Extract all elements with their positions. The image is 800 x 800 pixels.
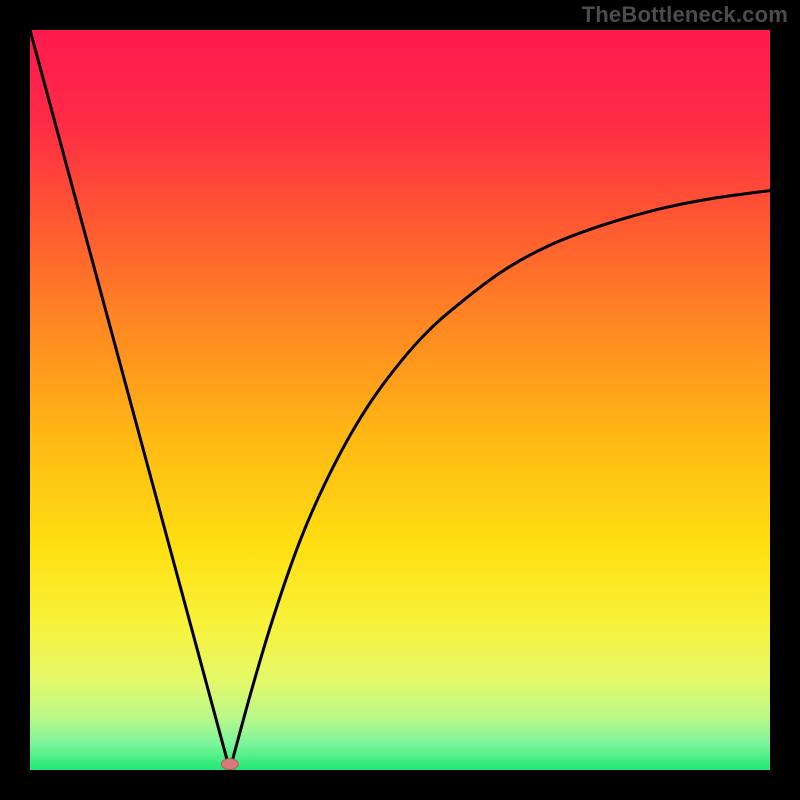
plot-area xyxy=(30,30,770,770)
curve-right-branch xyxy=(230,191,770,770)
curve-left-branch xyxy=(30,30,230,770)
watermark-text: TheBottleneck.com xyxy=(582,2,788,28)
chart-frame: TheBottleneck.com xyxy=(0,0,800,800)
bottleneck-curve xyxy=(30,30,770,770)
optimal-point-marker xyxy=(221,759,238,770)
